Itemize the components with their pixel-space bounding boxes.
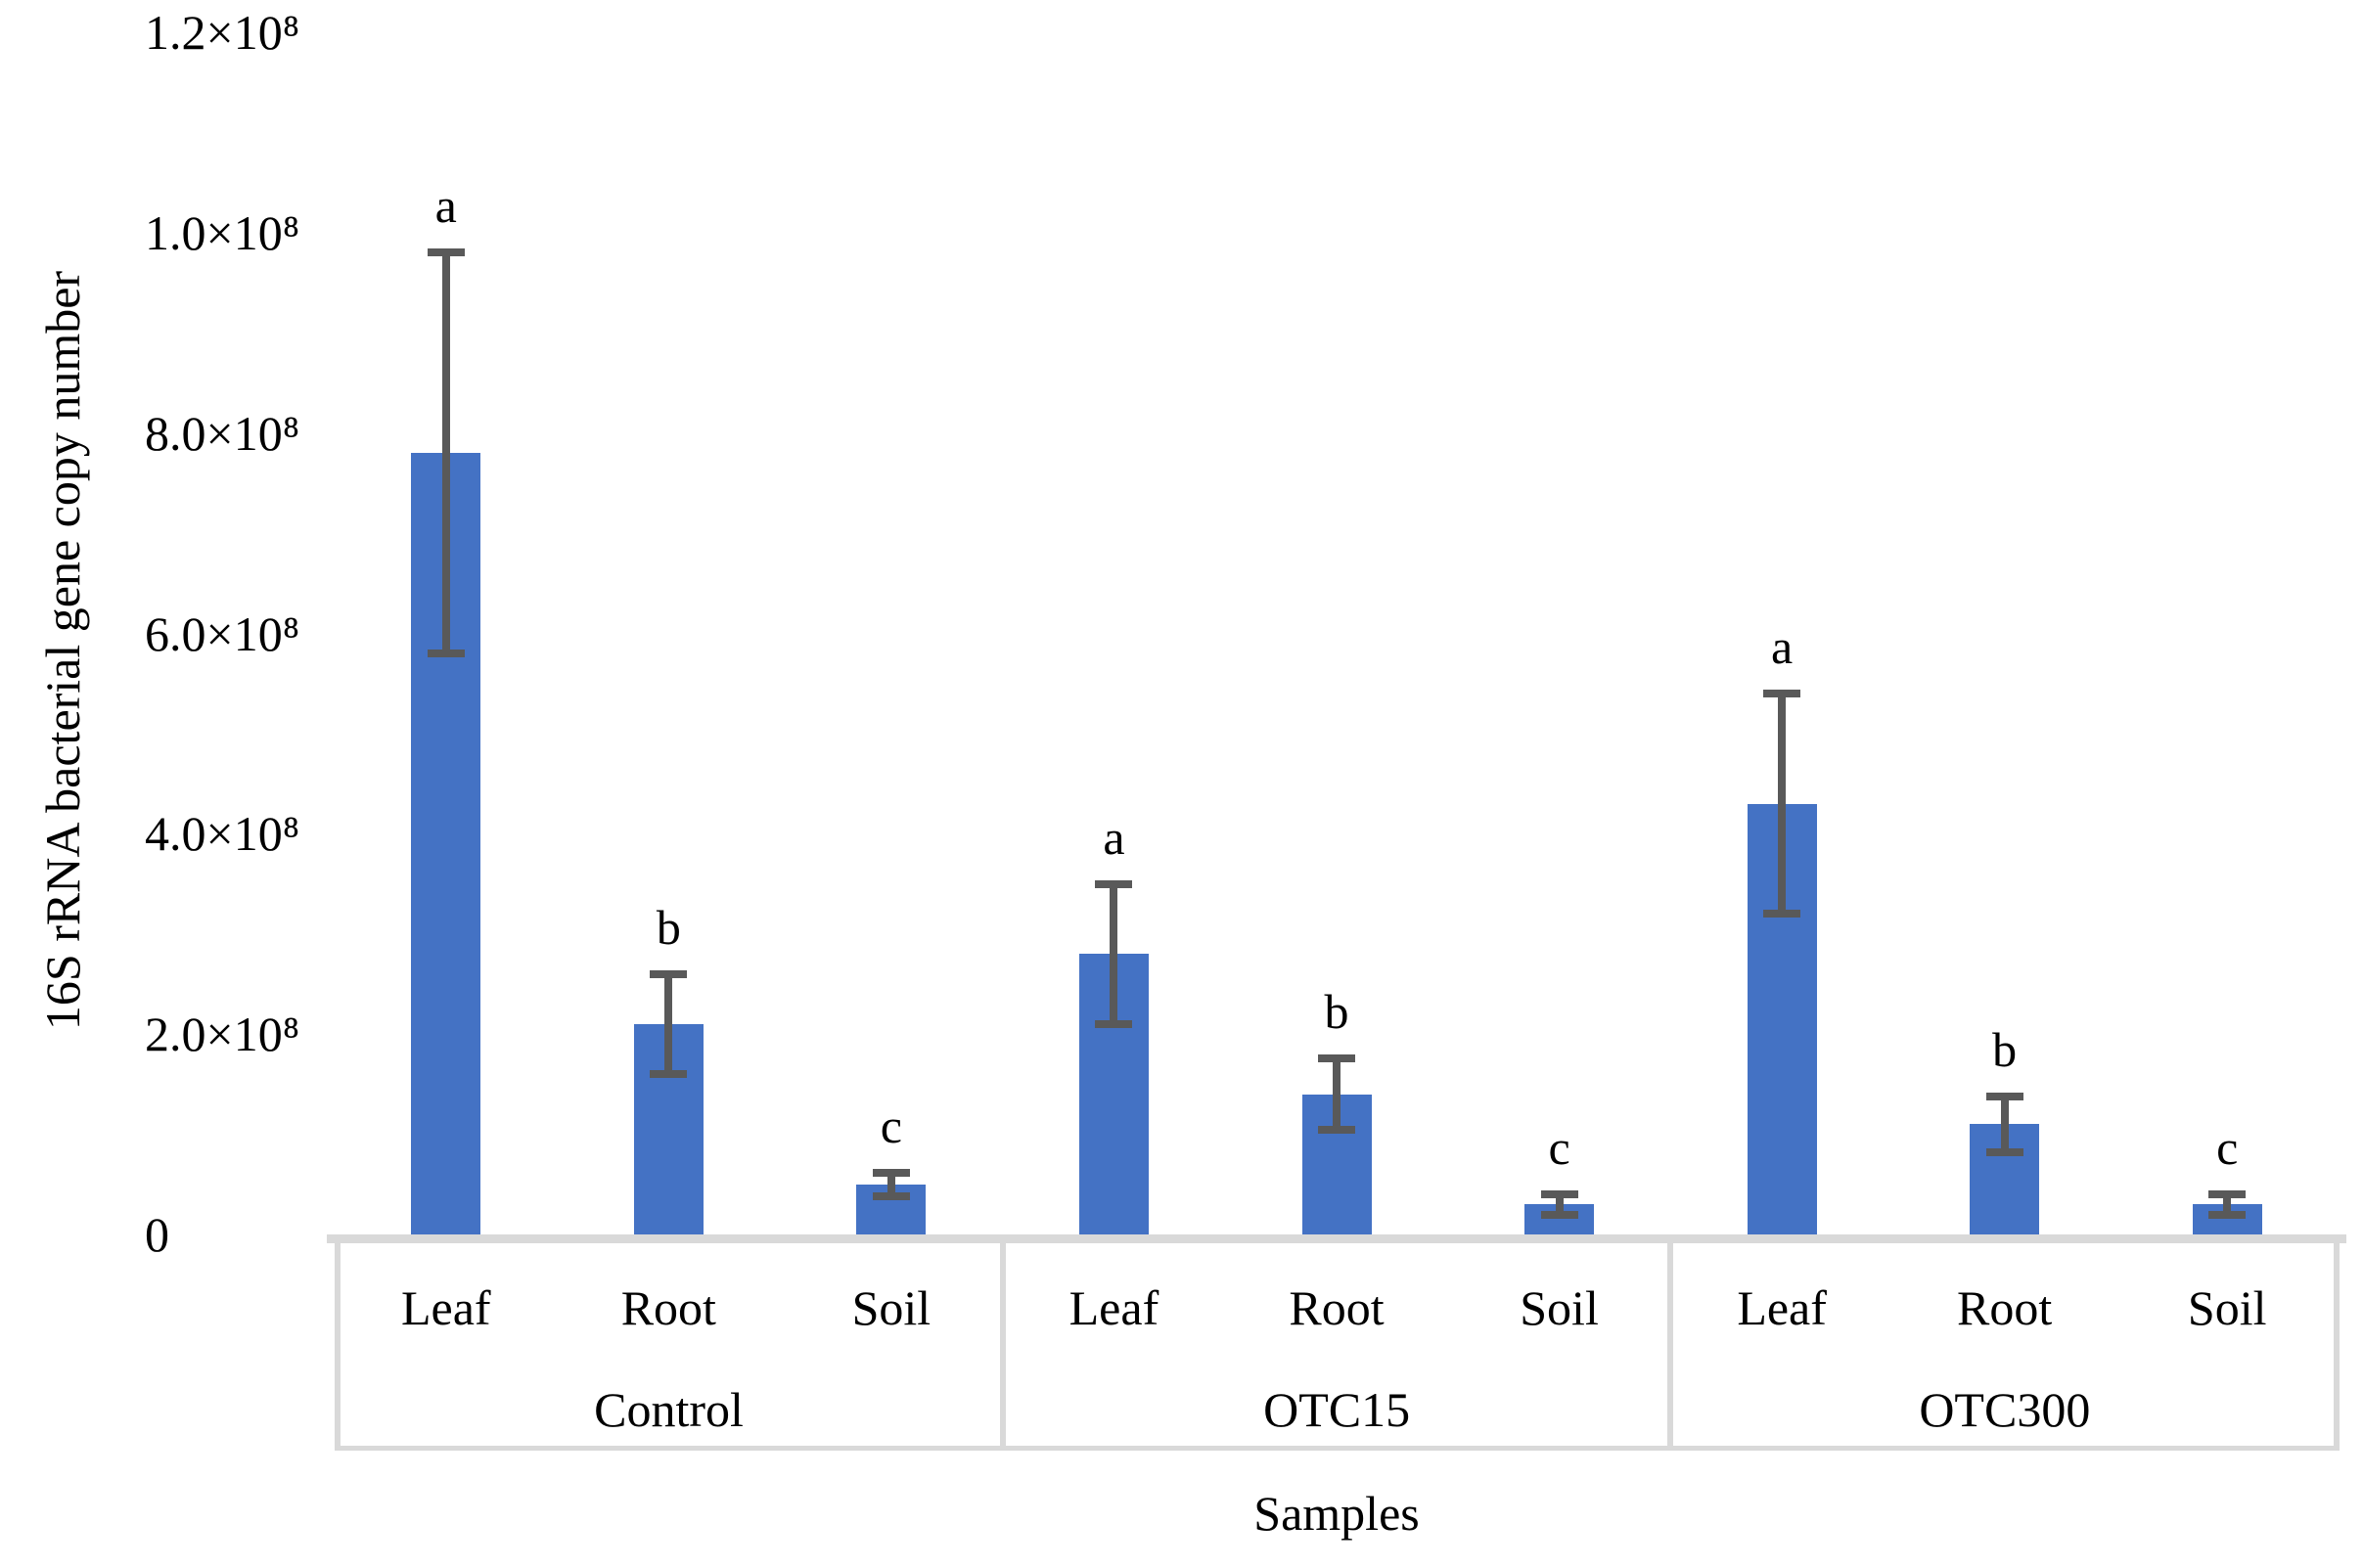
error-bar [1333, 1057, 1341, 1131]
y-tick-label: 8.0×10⁸ [145, 405, 300, 461]
error-bar-cap-top [1095, 879, 1133, 888]
category-label: Soil [851, 1280, 932, 1335]
error-bar-cap-bottom [1985, 1148, 2023, 1157]
category-label: Leaf [1068, 1280, 1159, 1335]
error-bar-cap-bottom [427, 649, 465, 657]
error-bar-cap-top [1985, 1092, 2023, 1100]
x-axis-title: Samples [1253, 1486, 1420, 1541]
error-bar [2223, 1194, 2232, 1215]
error-bar-cap-top [427, 248, 465, 257]
error-bar-cap-top [872, 1168, 910, 1177]
error-bar [886, 1172, 895, 1197]
category-table-border-bottom [335, 1446, 2340, 1451]
category-label: Root [1957, 1280, 2053, 1335]
category-label: Soil [2187, 1280, 2267, 1335]
significance-letter: a [434, 178, 457, 234]
x-axis-baseline [327, 1234, 2346, 1243]
error-bar-cap-top [650, 969, 688, 978]
y-tick-label: 0 [145, 1207, 169, 1262]
group-label: Control [594, 1382, 744, 1437]
error-bar-cap-top [1318, 1053, 1355, 1062]
error-bar-cap-bottom [1763, 910, 1801, 918]
significance-letter: b [1324, 983, 1349, 1039]
error-bar [441, 252, 450, 653]
error-bar-cap-bottom [650, 1070, 688, 1079]
category-table-border-left [335, 1239, 341, 1451]
error-bar-cap-top [1763, 689, 1801, 697]
y-tick-label: 4.0×10⁸ [145, 806, 300, 862]
significance-letter: a [1103, 809, 1125, 865]
category-label: Root [620, 1280, 716, 1335]
significance-letter: a [1771, 618, 1794, 674]
error-bar [1555, 1194, 1564, 1215]
error-bar [1778, 693, 1787, 915]
error-bar-cap-top [2208, 1190, 2247, 1199]
error-bar-cap-top [1540, 1190, 1578, 1199]
category-label: Leaf [1737, 1280, 1827, 1335]
error-bar-cap-bottom [1318, 1126, 1355, 1135]
error-bar [664, 973, 673, 1075]
error-bar [2000, 1096, 2009, 1152]
category-label: Leaf [400, 1280, 491, 1335]
error-bar-cap-bottom [2208, 1210, 2247, 1219]
group-divider [1667, 1239, 1674, 1451]
error-bar-cap-bottom [1540, 1210, 1578, 1219]
y-tick-label: 1.2×10⁸ [145, 5, 300, 60]
y-tick-label: 2.0×10⁸ [145, 1007, 300, 1062]
category-label: Root [1289, 1280, 1385, 1335]
y-tick-label: 1.0×10⁸ [145, 204, 300, 260]
significance-letter: c [2216, 1120, 2239, 1176]
category-table-border-right [2334, 1239, 2340, 1451]
category-label: Soil [1520, 1280, 1599, 1335]
error-bar [1110, 883, 1118, 1024]
significance-letter: b [1992, 1021, 2018, 1077]
group-label: OTC15 [1263, 1382, 1411, 1437]
significance-letter: c [1548, 1120, 1570, 1176]
error-bar-cap-bottom [1095, 1019, 1133, 1028]
significance-letter: c [880, 1098, 902, 1153]
group-label: OTC300 [1919, 1382, 2091, 1437]
y-tick-label: 6.0×10⁸ [145, 605, 300, 661]
group-divider [999, 1239, 1006, 1451]
error-bar-cap-bottom [872, 1192, 910, 1201]
significance-letter: b [656, 899, 681, 955]
